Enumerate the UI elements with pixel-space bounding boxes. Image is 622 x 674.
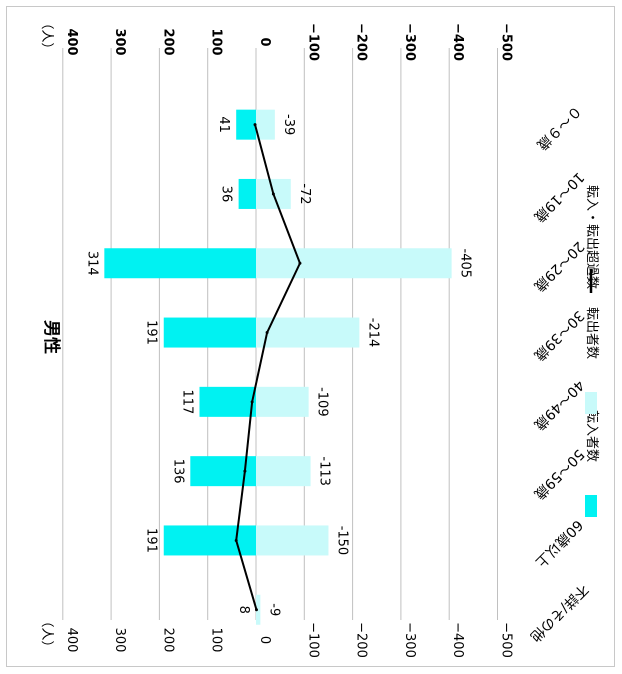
category-label: ０～９歳 [533,102,584,153]
legend-swatch [585,392,597,414]
unit-label-top: （人） [39,16,54,55]
inflow-data-label: 41 [216,116,231,133]
outflow-data-label: -9 [266,603,281,616]
data-labels: 41 -39 36 -72 314 -405 191 -214 117 -109 136 -113 19… [84,114,472,616]
category-label: 60歳以上 [532,516,586,570]
inflow-bar [163,317,256,348]
net-line-point [298,261,302,265]
bottom-axis-tick-label: −500 [499,622,514,658]
top-axis-tick-label: 400 [64,28,79,55]
top-axis-tick-label: 200 [160,28,175,55]
top-axis-tick-label: −300 [402,23,417,61]
category-label: 20～29歳 [531,238,587,294]
bottom-axis-tick-label: 100 [209,628,224,653]
inflow-data-label: 314 [84,251,99,276]
bottom-axis-tick-label: 400 [64,628,79,653]
net-line-point [253,123,257,127]
legend-swatch [585,495,597,517]
outflow-bar [256,317,360,348]
outflow-data-label: -150 [334,526,349,556]
inflow-data-label: 191 [144,320,159,345]
inflow-bar [104,248,256,279]
top-axis-tick-label: 300 [112,28,127,55]
outflow-data-label: -109 [315,387,330,417]
inflow-data-label: 8 [236,606,251,614]
top-axis-tick-label: −200 [354,23,369,61]
outflow-bar [256,594,261,625]
bottom-axis-tick-label: 200 [160,628,175,653]
legend-label: 転入者数 [584,410,599,462]
outflow-bar [256,248,452,279]
inflow-data-label: 36 [219,186,234,203]
legend: 転入者数 転出者数 転入・転出超過数 [584,185,599,517]
outflow-bar [256,525,329,556]
top-axis-tick-label: −100 [305,23,320,61]
value-axes: 400 400 300 300 200 200 100 100 0 0 −100 −100 −200 −2… [39,16,514,657]
grid-lines [62,48,498,620]
legend-label: 転出者数 [584,307,599,359]
inflow-bar [199,386,256,417]
category-label: 10～19歳 [531,169,587,225]
net-line-point [234,538,238,542]
net-line-point [250,400,254,404]
category-label: 不詳/その他 [527,581,591,645]
bottom-axis-tick-label: 300 [112,628,127,653]
category-label: 50～59歳 [531,446,587,502]
outflow-data-label: -39 [281,114,296,135]
net-line-point [254,608,258,612]
outflow-bar [256,456,311,487]
bottom-axis-tick-label: −100 [305,622,320,658]
net-line-point [265,331,269,335]
category-axis: ０～９歳 10～19歳 20～29歳 30～39歳 40～49歳 50～59歳 60歳以上不… [527,102,591,645]
net-line-path [235,124,302,611]
bottom-axis-tick-label: 0 [257,636,272,644]
category-label: 40～49歳 [531,377,587,433]
inflow-bar [238,178,256,209]
inflow-data-label: 136 [170,459,185,484]
inflow-data-label: 191 [144,528,159,553]
inflow-bar [236,109,256,140]
outflow-data-label: -214 [365,318,380,348]
category-label: 30～39歳 [531,307,587,363]
outflow-data-label: -72 [297,183,312,204]
legend-label: 転入・転出超過数 [584,185,599,289]
outflow-bar [256,386,309,417]
top-axis-tick-label: −400 [450,23,465,61]
net-line [234,123,302,612]
bottom-axis-tick-label: −200 [354,622,369,658]
top-axis-tick-label: −500 [499,23,514,61]
outflow-bar [256,109,275,140]
net-line-point [271,192,275,196]
chart-frame [6,6,615,667]
net-line-point [243,469,247,473]
bottom-axis-tick-label: −400 [450,622,465,658]
unit-label-bottom: （人） [39,614,54,653]
inflow-data-label: 117 [179,389,194,414]
top-axis-tick-label: 100 [209,28,224,55]
inflow-bar [163,525,256,556]
outflow-data-label: -405 [458,248,473,278]
bottom-axis-tick-label: −300 [402,622,417,658]
top-axis-tick-label: 0 [257,37,272,46]
outflow-data-label: -113 [317,456,332,486]
chart-title: 男性 [41,320,62,354]
bars [104,109,452,625]
